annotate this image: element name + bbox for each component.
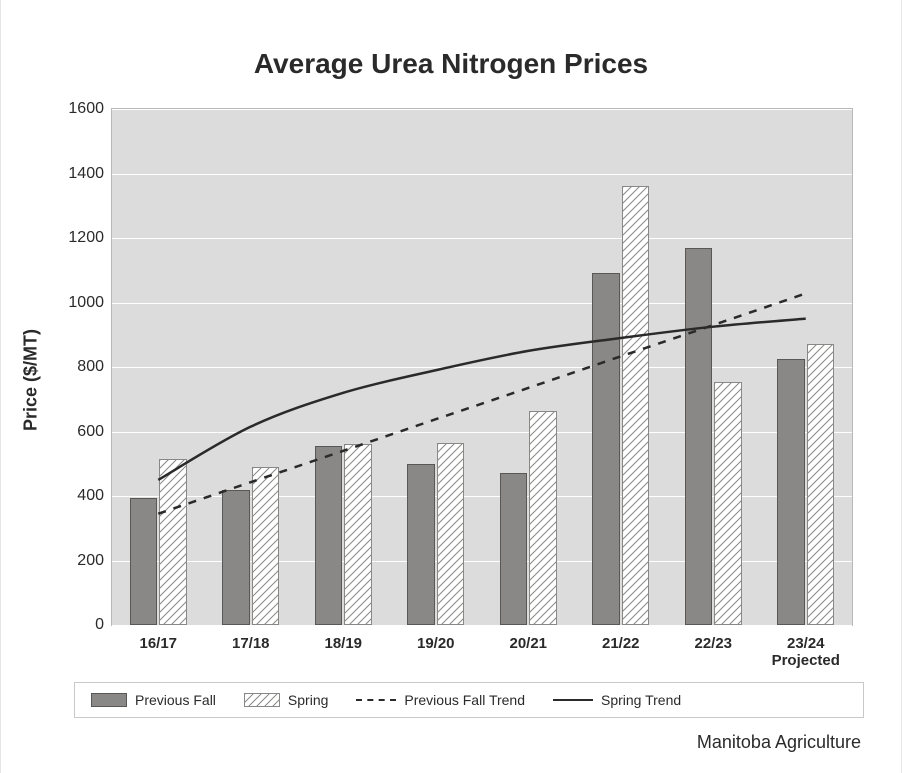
bar-spring <box>344 444 372 625</box>
ytick-label: 1600 <box>68 100 104 118</box>
xtick-label: 17/18 <box>232 635 270 652</box>
footer-attribution: Manitoba Agriculture <box>697 732 861 753</box>
ytick-label: 0 <box>95 616 104 634</box>
legend-label: Spring Trend <box>601 692 681 708</box>
ytick-label: 800 <box>77 358 104 376</box>
bar-spring <box>529 411 557 625</box>
legend-swatch-previous-fall <box>91 693 127 707</box>
xtick-label: 22/23 <box>694 635 732 652</box>
legend-label: Spring <box>288 692 328 708</box>
legend: Previous Fall Spring Previous Fall Trend… <box>74 682 864 718</box>
bar-previous-fall <box>777 359 805 625</box>
xtick-label: 16/17 <box>139 635 177 652</box>
legend-label: Previous Fall <box>135 692 216 708</box>
legend-label: Previous Fall Trend <box>404 692 525 708</box>
bar-spring <box>807 344 835 625</box>
xtick-label: 23/24 Projected <box>772 635 840 670</box>
xtick-label: 21/22 <box>602 635 640 652</box>
bar-previous-fall <box>407 464 435 625</box>
xtick-label: 18/19 <box>324 635 362 652</box>
ytick-label: 1400 <box>68 165 104 183</box>
legend-swatch-spring <box>244 693 280 707</box>
legend-item-previous-fall: Previous Fall <box>91 692 216 708</box>
legend-item-spring: Spring <box>244 692 328 708</box>
bar-spring <box>252 467 280 625</box>
plot-area: 0200400600800100012001400160016/1717/181… <box>111 108 853 626</box>
legend-item-previous-fall-trend: Previous Fall Trend <box>356 692 525 708</box>
bar-previous-fall <box>222 490 250 625</box>
ytick-label: 600 <box>77 423 104 441</box>
bar-spring <box>159 459 187 625</box>
bar-previous-fall <box>130 498 158 625</box>
chart-title: Average Urea Nitrogen Prices <box>1 48 901 80</box>
grid-line <box>112 625 852 626</box>
xtick-label: 19/20 <box>417 635 455 652</box>
legend-line-spring-trend <box>553 699 593 701</box>
bar-previous-fall <box>685 248 713 625</box>
bar-spring <box>622 186 650 625</box>
bars-layer <box>112 109 852 625</box>
chart-page: Average Urea Nitrogen Prices Price ($/MT… <box>0 0 902 773</box>
ytick-label: 200 <box>77 552 104 570</box>
bar-previous-fall <box>315 446 343 625</box>
bar-previous-fall <box>500 473 528 625</box>
ytick-label: 400 <box>77 487 104 505</box>
bar-spring <box>714 382 742 625</box>
legend-item-spring-trend: Spring Trend <box>553 692 681 708</box>
y-axis-label: Price ($/MT) <box>21 329 42 431</box>
ytick-label: 1000 <box>68 294 104 312</box>
xtick-label: 20/21 <box>509 635 547 652</box>
bar-spring <box>437 443 465 625</box>
bar-previous-fall <box>592 273 620 625</box>
ytick-label: 1200 <box>68 229 104 247</box>
legend-line-previous-fall-trend <box>356 699 396 701</box>
